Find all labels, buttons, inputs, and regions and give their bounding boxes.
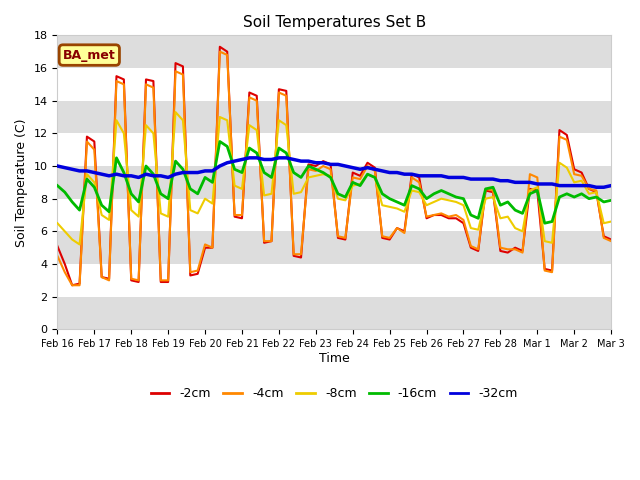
X-axis label: Time: Time bbox=[319, 352, 349, 365]
Legend: -2cm, -4cm, -8cm, -16cm, -32cm: -2cm, -4cm, -8cm, -16cm, -32cm bbox=[146, 383, 523, 406]
Bar bbox=[58, 297, 611, 329]
Bar bbox=[58, 231, 611, 264]
Bar bbox=[58, 36, 611, 68]
Bar bbox=[58, 101, 611, 133]
Text: BA_met: BA_met bbox=[63, 48, 116, 61]
Y-axis label: Soil Temperature (C): Soil Temperature (C) bbox=[15, 118, 28, 247]
Title: Soil Temperatures Set B: Soil Temperatures Set B bbox=[243, 15, 426, 30]
Bar bbox=[58, 166, 611, 199]
